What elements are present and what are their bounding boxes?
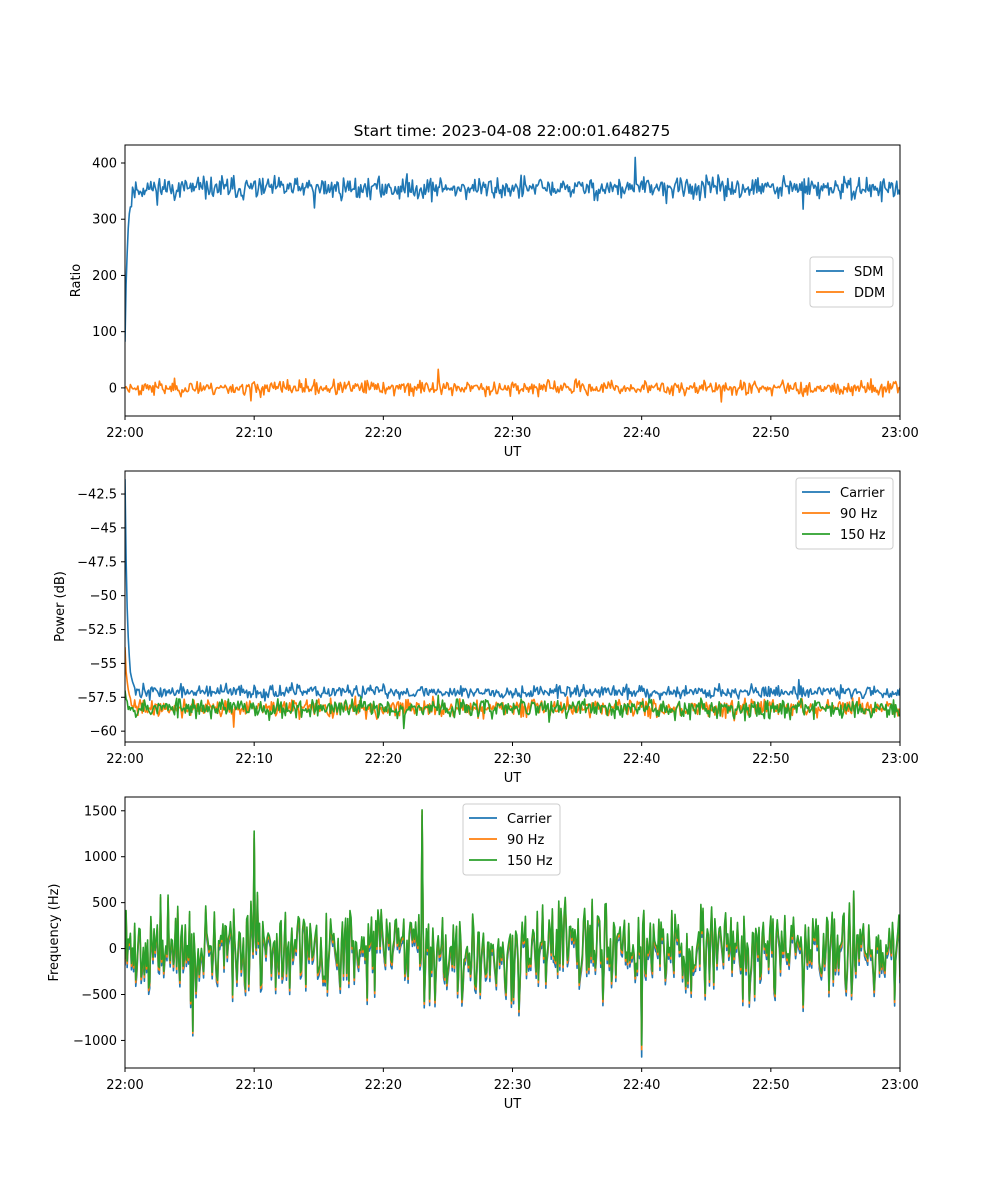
panels: 22:00 22:10 22:20 22:30 22:40 22:50 23:00 0 100 2…	[47, 144, 919, 1112]
y-axis-label: Ratio	[69, 264, 84, 297]
series-line-150-hz	[125, 809, 900, 1046]
y-tick-label: 400	[92, 156, 117, 171]
y-tick-label: 0	[109, 942, 117, 957]
series-line-carrier	[125, 479, 900, 702]
figure-title: Start time: 2023-04-08 22:00:01.648275	[354, 122, 671, 140]
x-tick-label: 22:20	[365, 426, 402, 441]
x-tick-label: 22:50	[752, 1078, 789, 1093]
y-tick-label: 200	[92, 269, 117, 284]
legend-label: SDM	[854, 265, 883, 280]
legend: Carrier 90 Hz 150 Hz	[795, 477, 894, 550]
legend-box	[462, 803, 561, 876]
legend-label: Carrier	[840, 486, 885, 501]
chart-panel-1: 22:00 22:10 22:20 22:30 22:40 22:50 23:00 0 100 2…	[69, 144, 919, 460]
x-tick-label: 23:00	[881, 752, 918, 767]
legend-label: DDM	[854, 286, 885, 301]
x-axis-label: UT	[504, 771, 522, 786]
series-line-ddm	[125, 368, 900, 403]
x-tick-label: 22:40	[623, 1078, 660, 1093]
x-tick-label: 23:00	[881, 426, 918, 441]
x-tick-label: 22:50	[752, 752, 789, 767]
x-tick-label: 22:30	[494, 426, 531, 441]
legend: SDM DDM	[809, 256, 894, 308]
legend: Carrier 90 Hz 150 Hz	[462, 803, 561, 876]
y-tick-label: −45	[90, 521, 117, 536]
chart-panel-2: 22:00 22:10 22:20 22:30 22:40 22:50 23:00 −42.5…	[53, 470, 919, 786]
x-tick-label: 22:50	[752, 426, 789, 441]
x-tick-label: 23:00	[881, 1078, 918, 1093]
y-tick-label: −50	[90, 589, 117, 604]
y-tick-label: −500	[81, 988, 117, 1003]
x-tick-label: 22:40	[623, 752, 660, 767]
x-tick-label: 22:40	[623, 426, 660, 441]
series-line-150-hz	[125, 690, 900, 730]
chart-panel-3: 22:00 22:10 22:20 22:30 22:40 22:50 23:00 −1000…	[47, 796, 919, 1112]
x-tick-label: 22:30	[494, 1078, 531, 1093]
x-tick-label: 22:00	[106, 1078, 143, 1093]
x-tick-label: 22:00	[106, 752, 143, 767]
y-tick-label: 1000	[84, 850, 117, 865]
y-tick-label: −60	[90, 725, 117, 740]
x-tick-label: 22:20	[365, 752, 402, 767]
legend-box	[809, 256, 894, 308]
x-tick-label: 22:00	[106, 426, 143, 441]
legend-label: 90 Hz	[507, 833, 544, 848]
series-line-sdm	[125, 156, 900, 342]
y-tick-label: 500	[92, 896, 117, 911]
x-tick-label: 22:10	[235, 752, 272, 767]
y-tick-label: −52.5	[77, 623, 117, 638]
y-tick-label: −42.5	[77, 488, 117, 503]
y-axis-label: Power (dB)	[53, 571, 68, 642]
y-tick-label: 0	[109, 381, 117, 396]
y-tick-label: −57.5	[77, 691, 117, 706]
y-tick-label: −1000	[73, 1034, 117, 1049]
y-tick-label: 1500	[84, 804, 117, 819]
legend-label: Carrier	[507, 812, 552, 827]
y-tick-label: 100	[92, 325, 117, 340]
legend-label: 90 Hz	[840, 507, 877, 522]
x-tick-label: 22:20	[365, 1078, 402, 1093]
x-tick-label: 22:10	[235, 1078, 272, 1093]
y-tick-label: 300	[92, 213, 117, 228]
x-tick-label: 22:30	[494, 752, 531, 767]
y-tick-label: −47.5	[77, 555, 117, 570]
x-tick-label: 22:10	[235, 426, 272, 441]
legend-label: 150 Hz	[507, 854, 553, 869]
y-tick-label: −55	[90, 657, 117, 672]
x-axis-label: UT	[504, 445, 522, 460]
legend-box	[795, 477, 894, 550]
y-axis-label: Frequency (Hz)	[47, 883, 62, 981]
x-axis-label: UT	[504, 1097, 522, 1112]
legend-label: 150 Hz	[840, 528, 886, 543]
